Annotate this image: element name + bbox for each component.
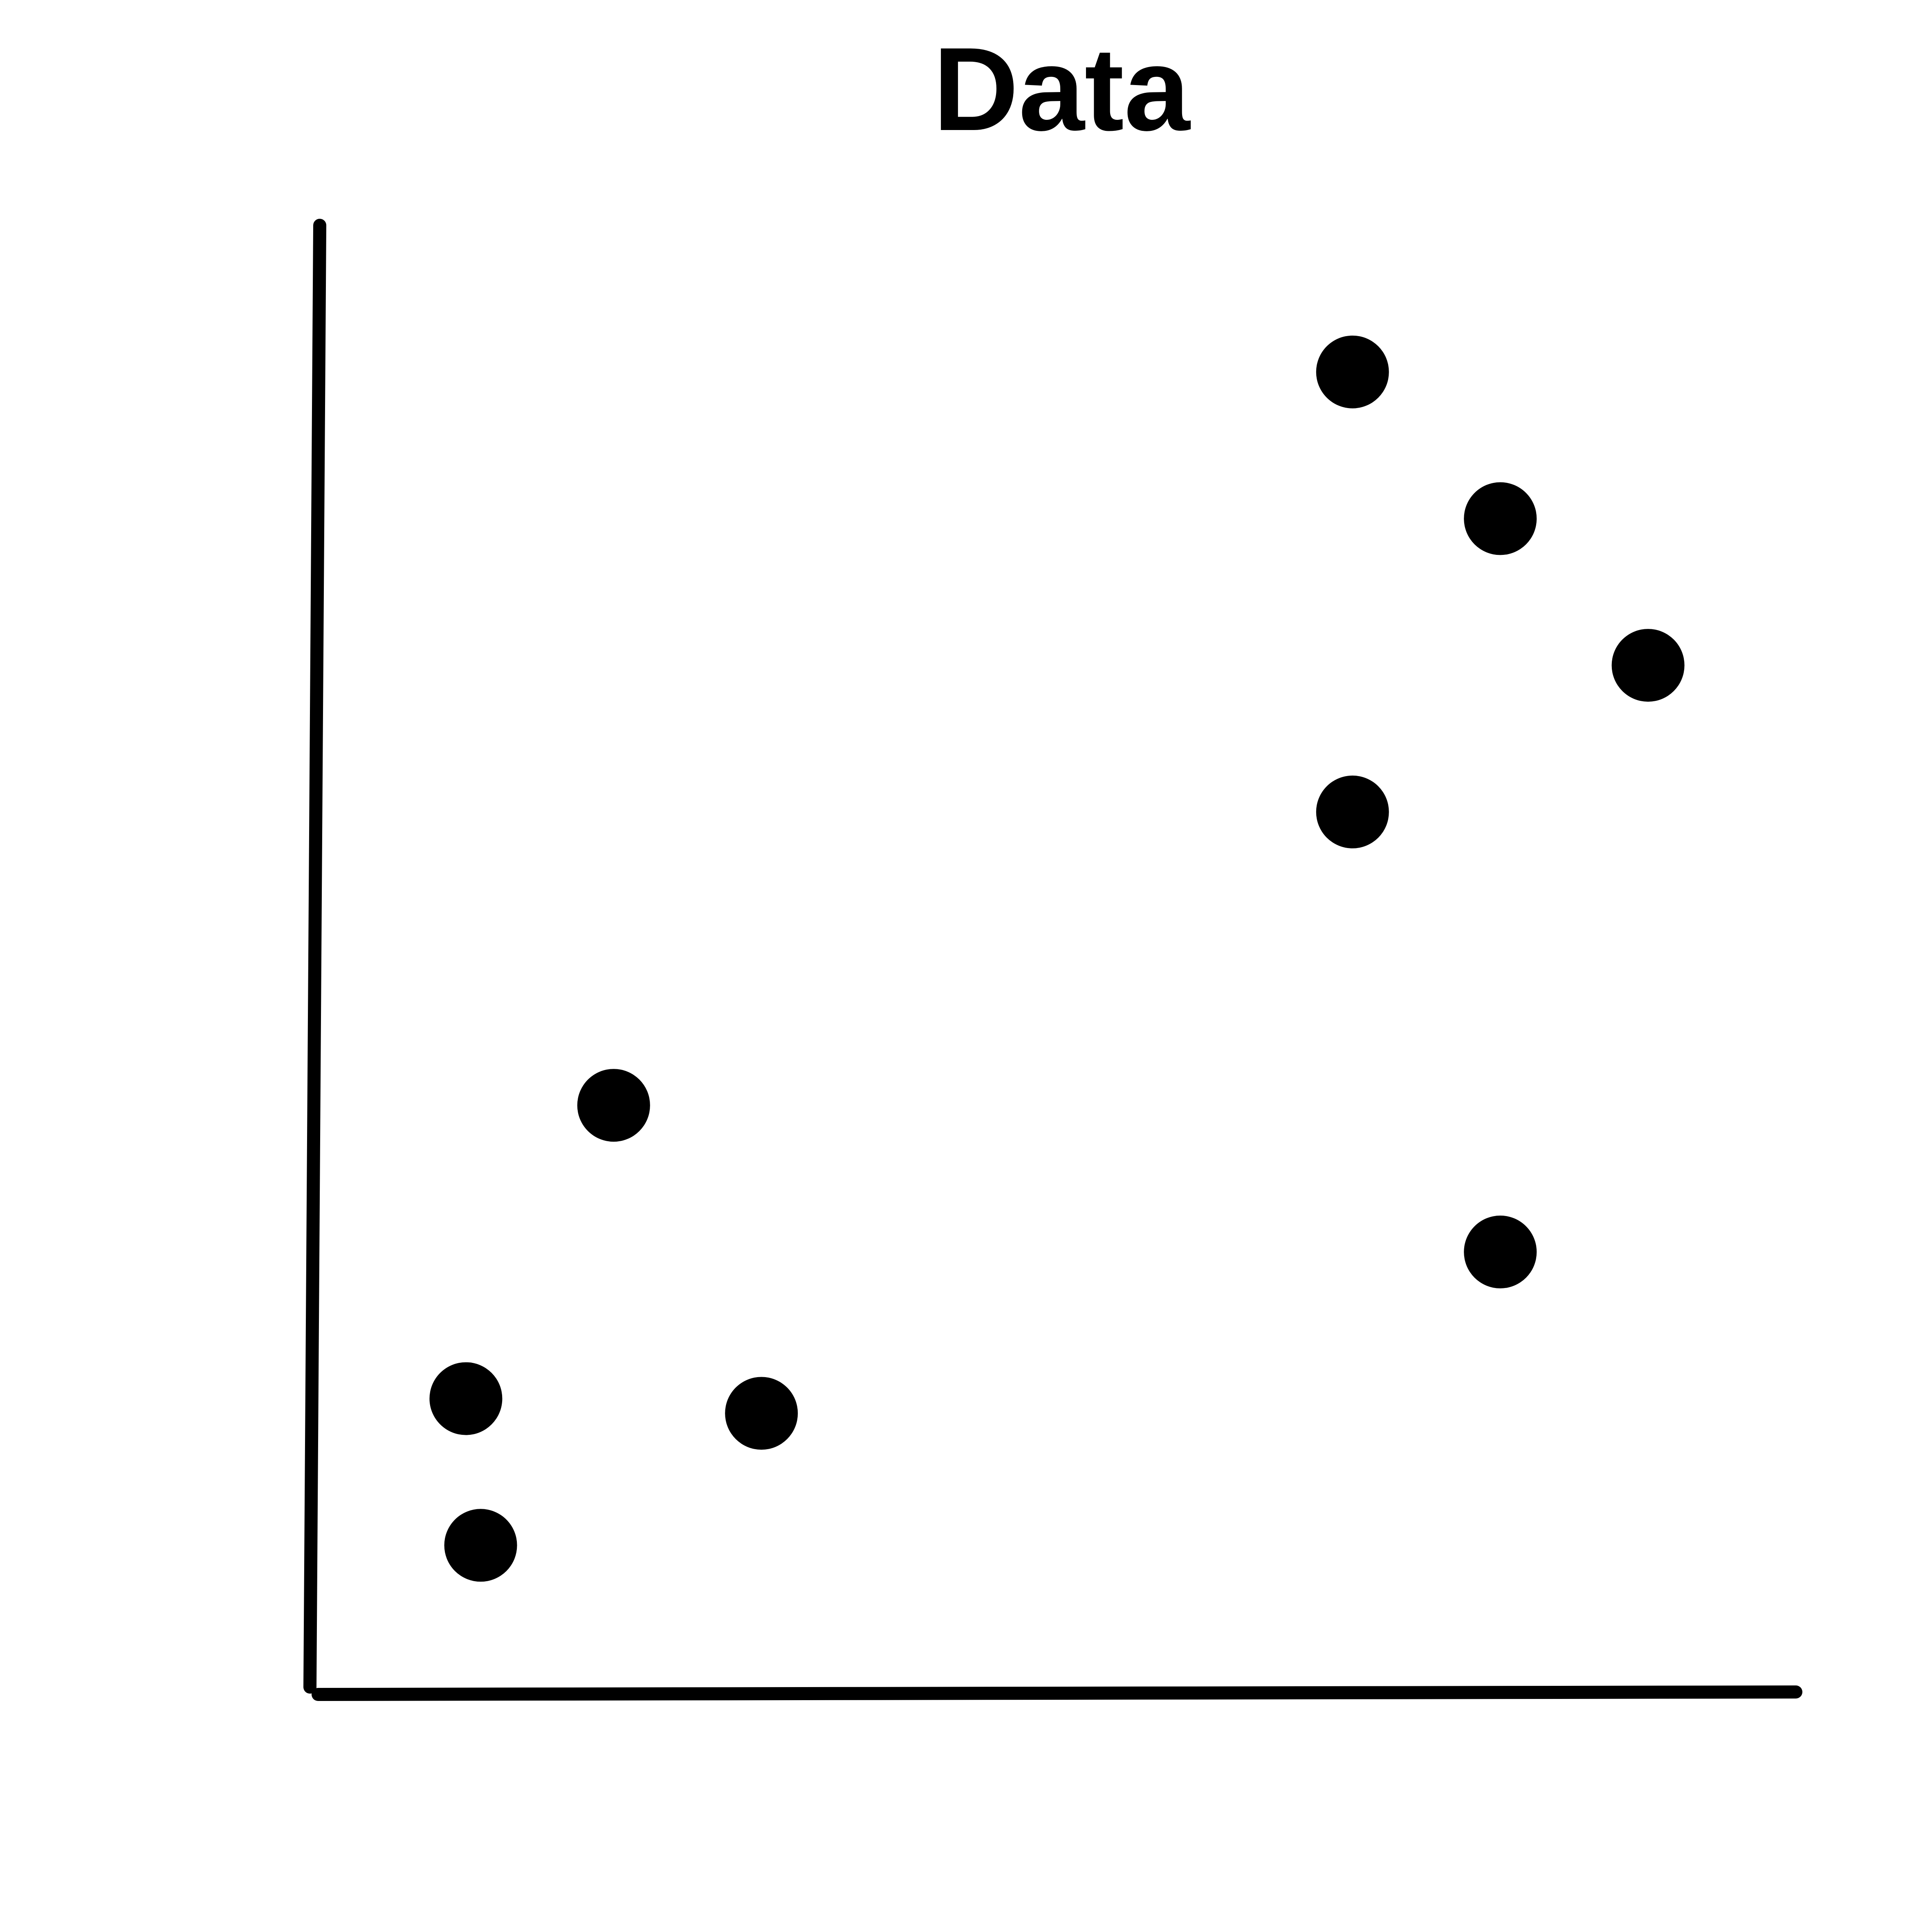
data-point-8	[444, 1509, 517, 1582]
data-point-4	[577, 1069, 650, 1142]
data-point-5	[1464, 1215, 1537, 1288]
data-points	[429, 335, 1685, 1582]
chart-title: Data	[933, 23, 1191, 155]
data-point-2	[1611, 629, 1685, 702]
data-point-3	[1316, 775, 1389, 848]
data-point-6	[429, 1362, 503, 1435]
x-axis	[312, 1685, 1802, 1701]
y-axis	[303, 219, 326, 1694]
data-point-7	[725, 1377, 798, 1450]
data-point-1	[1464, 482, 1537, 555]
data-point-0	[1316, 335, 1389, 408]
